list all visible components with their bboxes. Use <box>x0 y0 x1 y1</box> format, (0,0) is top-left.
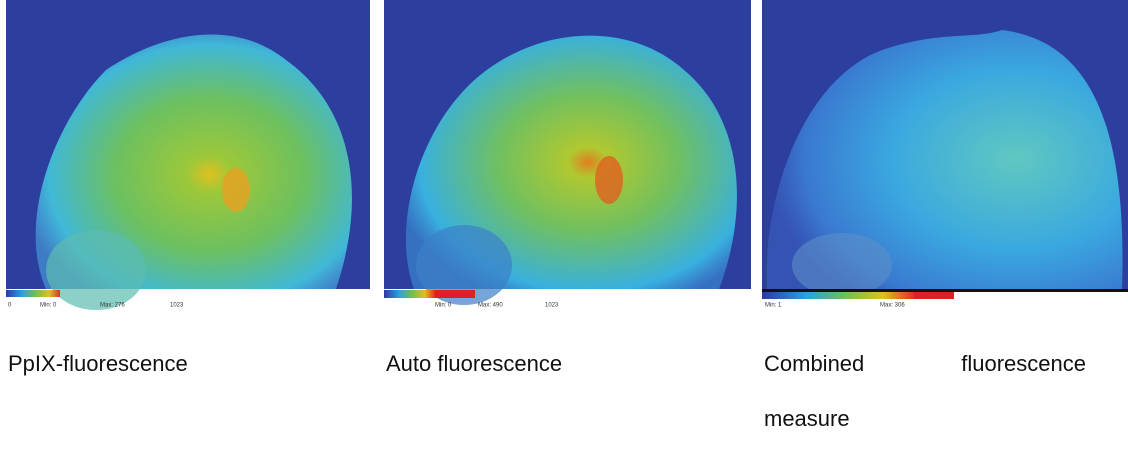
ppix-panel: 0 Min: 0 Max: 276 1023 <box>6 0 370 312</box>
colorbar <box>384 290 435 298</box>
combined-panel: Min: 1 Max: 306 <box>762 0 1128 312</box>
hotspot <box>222 168 250 212</box>
colorbar-label: Min: 1 <box>765 303 782 309</box>
fluorescence-region <box>792 233 892 297</box>
colorbar-label: Max: 306 <box>880 303 905 309</box>
colorbar <box>435 290 475 298</box>
caption: Auto fluorescence <box>386 336 726 391</box>
fluorescence-region <box>46 230 146 310</box>
colorbar-label: Min: 0 <box>40 303 57 309</box>
colorbar-label: Max: 490 <box>478 303 503 309</box>
colorbar-label: 1023 <box>170 303 184 309</box>
caption: Combined fluorescence measure <box>764 336 1086 446</box>
image-border <box>762 289 1128 292</box>
colorbar <box>914 292 954 299</box>
colorbar-label: Min: 0 <box>435 303 452 309</box>
figure: {"panels": [ {"colorbar_labels": ["0", "… <box>0 0 1128 452</box>
hotspot <box>595 156 623 204</box>
caption: PpIX-fluorescence <box>8 336 348 391</box>
colorbar-label: Max: 276 <box>100 303 125 309</box>
colorbar-label: 0 <box>8 303 12 309</box>
auto-panel: Min: 0 Max: 490 1023 <box>384 0 751 312</box>
colorbar <box>762 292 914 299</box>
colorbar <box>6 290 60 297</box>
colorbar-label: 1023 <box>545 303 559 309</box>
